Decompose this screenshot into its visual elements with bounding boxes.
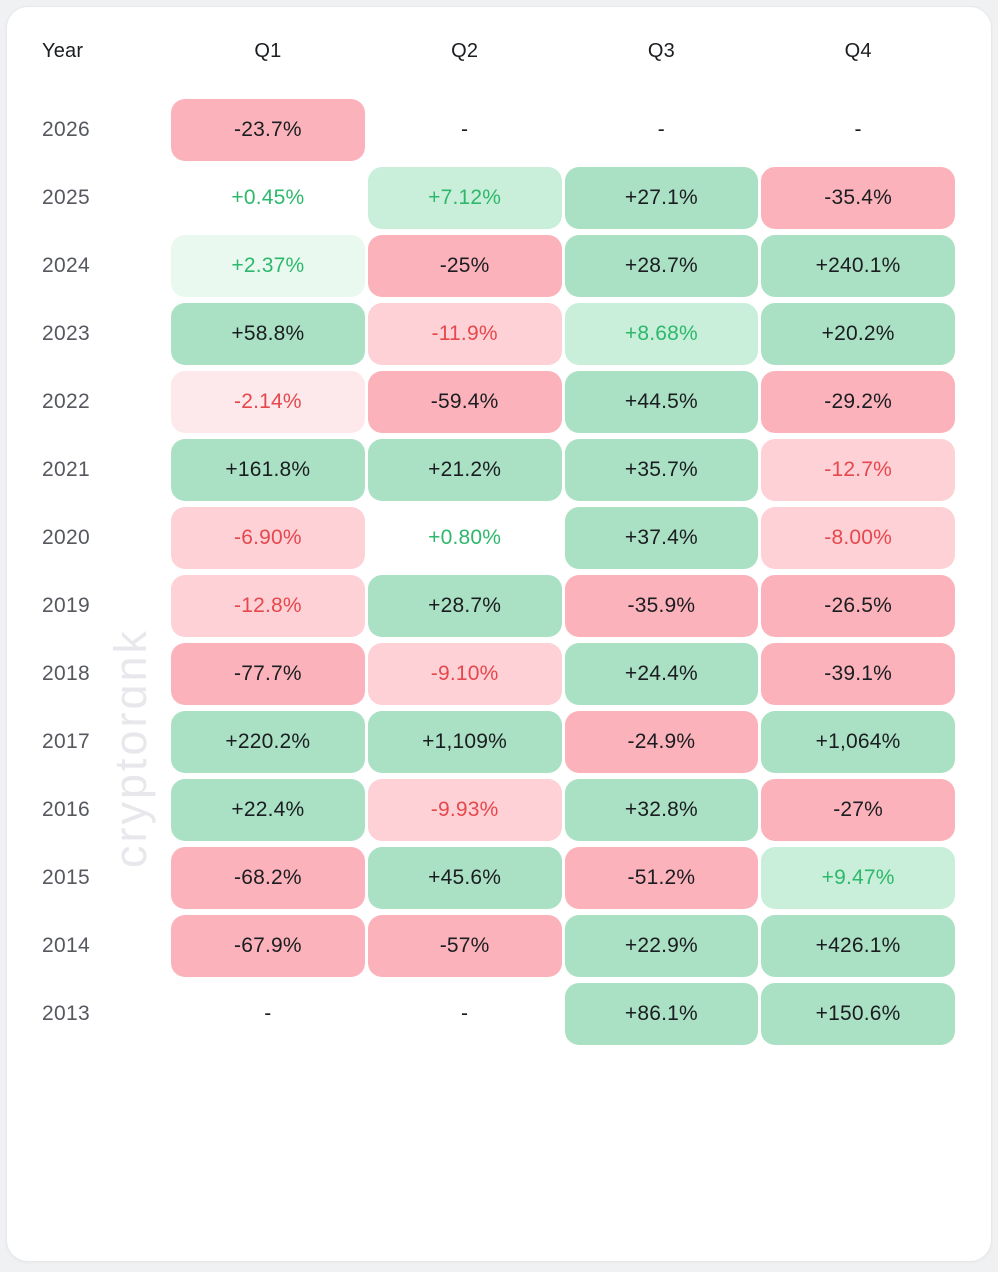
year-label: 2023 (42, 322, 90, 345)
q4-return-cell: -35.4% (761, 167, 955, 229)
table-row: 2020 -6.90% +0.80% +37.4% -8.00% (42, 507, 955, 569)
q1-return-cell: -68.2% (171, 847, 365, 909)
q3-return-cell: -51.2% (564, 847, 759, 909)
q2-return-cell: -59.4% (367, 371, 562, 433)
q4-return-cell: +1,064% (761, 711, 955, 773)
year-label: 2026 (42, 118, 90, 141)
q3-return-cell: +22.9% (564, 915, 759, 977)
q4-return-cell: -29.2% (761, 371, 955, 433)
q2-return-cell: +21.2% (367, 439, 562, 501)
q4-return-cell: -12.7% (761, 439, 955, 501)
q3-return-cell: - (657, 118, 665, 141)
table-row: 2018 -77.7% -9.10% +24.4% -39.1% (42, 643, 955, 705)
heatmap-table: Year Q1 Q2 Q3 Q4 2026 -23.7% - - - 2025 … (7, 37, 991, 1045)
table-row: 2017 +220.2% +1,109% -24.9% +1,064% (42, 711, 955, 773)
q4-return-cell: -26.5% (761, 575, 955, 637)
q4-return-cell: +9.47% (761, 847, 955, 909)
q2-return-cell: -9.93% (367, 779, 562, 841)
q2-return-cell: +28.7% (367, 575, 562, 637)
column-header-year: Year (42, 39, 84, 62)
table-body: 2026 -23.7% - - - 2025 +0.45% +7.12% +27… (42, 99, 955, 1045)
q2-return-cell: -9.10% (367, 643, 562, 705)
q3-return-cell: +27.1% (564, 167, 759, 229)
q2-return-cell: +45.6% (367, 847, 562, 909)
q1-return-cell: - (264, 1002, 272, 1025)
q3-return-cell: -24.9% (564, 711, 759, 773)
q2-return-cell: -11.9% (367, 303, 562, 365)
table-row: 2015 -68.2% +45.6% -51.2% +9.47% (42, 847, 955, 909)
q4-return-cell: -8.00% (761, 507, 955, 569)
q1-return-cell: +58.8% (171, 303, 365, 365)
column-header-q3: Q3 (647, 39, 675, 62)
q1-return-cell: +22.4% (171, 779, 365, 841)
table-row: 2021 +161.8% +21.2% +35.7% -12.7% (42, 439, 955, 501)
q4-return-cell: +150.6% (761, 983, 955, 1045)
q3-return-cell: +32.8% (564, 779, 759, 841)
q1-return-cell: +2.37% (171, 235, 365, 297)
year-label: 2013 (42, 1002, 90, 1025)
q2-return-cell: +7.12% (367, 167, 562, 229)
q1-return-cell: -67.9% (171, 915, 365, 977)
q1-return-cell: -2.14% (171, 371, 365, 433)
q3-return-cell: +44.5% (564, 371, 759, 433)
q3-return-cell: +37.4% (564, 507, 759, 569)
year-label: 2025 (42, 186, 90, 209)
table-header-row: Year Q1 Q2 Q3 Q4 (42, 37, 955, 65)
q2-return-cell: - (461, 1002, 469, 1025)
year-label: 2018 (42, 662, 90, 685)
q1-return-cell: +161.8% (171, 439, 365, 501)
q1-return-cell: -23.7% (171, 99, 365, 161)
table-row: 2026 -23.7% - - - (42, 99, 955, 161)
q3-return-cell: +8.68% (564, 303, 759, 365)
q3-return-cell: +86.1% (564, 983, 759, 1045)
table-row: 2014 -67.9% -57% +22.9% +426.1% (42, 915, 955, 977)
q2-return-cell: +0.80% (428, 526, 502, 549)
table-row: 2016 +22.4% -9.93% +32.8% -27% (42, 779, 955, 841)
q1-return-cell: -6.90% (171, 507, 365, 569)
table-row: 2024 +2.37% -25% +28.7% +240.1% (42, 235, 955, 297)
q2-return-cell: - (461, 118, 469, 141)
q3-return-cell: -35.9% (564, 575, 759, 637)
q4-return-cell: - (854, 118, 862, 141)
q3-return-cell: +35.7% (564, 439, 759, 501)
q1-return-cell: +0.45% (231, 186, 305, 209)
q1-return-cell: -12.8% (171, 575, 365, 637)
q2-return-cell: +1,109% (367, 711, 562, 773)
q4-return-cell: +240.1% (761, 235, 955, 297)
column-header-q2: Q2 (451, 39, 479, 62)
year-label: 2014 (42, 934, 90, 957)
year-label: 2016 (42, 798, 90, 821)
year-label: 2020 (42, 526, 90, 549)
column-header-q1: Q1 (254, 39, 282, 62)
q3-return-cell: +24.4% (564, 643, 759, 705)
year-label: 2015 (42, 866, 90, 889)
q4-return-cell: -27% (761, 779, 955, 841)
quarterly-returns-card: cryptorɑnk Year Q1 Q2 Q3 Q4 2026 -23.7% … (6, 6, 992, 1262)
year-label: 2024 (42, 254, 90, 277)
q2-return-cell: -25% (367, 235, 562, 297)
table-row: 2025 +0.45% +7.12% +27.1% -35.4% (42, 167, 955, 229)
q4-return-cell: -39.1% (761, 643, 955, 705)
q2-return-cell: -57% (367, 915, 562, 977)
q4-return-cell: +20.2% (761, 303, 955, 365)
table-row: 2023 +58.8% -11.9% +8.68% +20.2% (42, 303, 955, 365)
q3-return-cell: +28.7% (564, 235, 759, 297)
year-label: 2017 (42, 730, 90, 753)
table-row: 2019 -12.8% +28.7% -35.9% -26.5% (42, 575, 955, 637)
q1-return-cell: +220.2% (171, 711, 365, 773)
year-label: 2019 (42, 594, 90, 617)
q1-return-cell: -77.7% (171, 643, 365, 705)
table-row: 2013 - - +86.1% +150.6% (42, 983, 955, 1045)
table-row: 2022 -2.14% -59.4% +44.5% -29.2% (42, 371, 955, 433)
q4-return-cell: +426.1% (761, 915, 955, 977)
column-header-q4: Q4 (844, 39, 872, 62)
year-label: 2021 (42, 458, 90, 481)
year-label: 2022 (42, 390, 90, 413)
